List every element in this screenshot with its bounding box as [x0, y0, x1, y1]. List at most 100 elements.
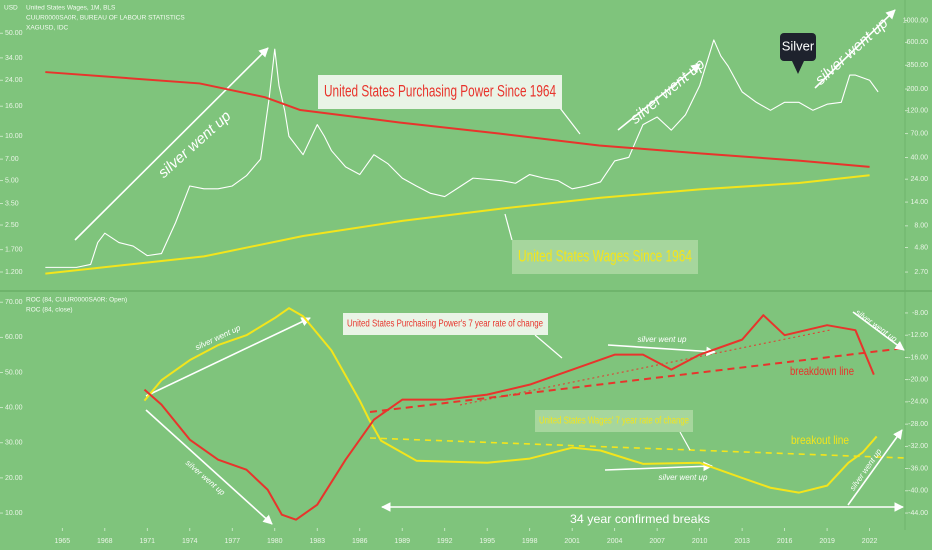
series-line: [143, 314, 875, 521]
x-tick-label: 2004: [607, 538, 623, 545]
pointer: [679, 431, 691, 451]
y-tick-label: -36.00: [908, 465, 928, 472]
x-tick-label: 1968: [97, 538, 113, 545]
annotation: breakdown line: [790, 364, 854, 378]
y-tick-label: -12.00: [908, 332, 928, 339]
arrow: [847, 429, 903, 506]
legend-header: ROC (84, CUUR0000SA0R: Open): [26, 297, 127, 304]
x-tick-label: 1986: [352, 538, 368, 545]
y-tick-label: 20.00: [5, 475, 23, 482]
legend-header: United States Wages, 1M, BLS: [26, 5, 116, 12]
legend-header: ROC (84, close): [26, 307, 73, 314]
x-tick-label: 1992: [437, 538, 453, 545]
y-tick-label: 5.00: [5, 177, 19, 184]
annotation: United States Purchasing Power's 7 year …: [347, 319, 543, 330]
y-tick-label: 50.00: [5, 30, 23, 37]
y-tick-label: 1000.00: [903, 17, 928, 24]
annotation: silver went up: [155, 108, 235, 182]
annotation: United States Wages' 7 year rate of chan…: [539, 416, 689, 427]
y-tick-label: 24.00: [5, 77, 23, 84]
y-tick-label: -24.00: [908, 399, 928, 406]
pointer: [792, 61, 804, 74]
annotation: silver went up: [659, 473, 708, 482]
annotation: Silver: [782, 38, 815, 53]
pointer: [504, 213, 513, 241]
x-tick-label: 2007: [649, 538, 665, 545]
arrow: [145, 409, 273, 525]
y-tick-label: 10.00: [5, 133, 23, 140]
series-line: [45, 71, 870, 168]
y-tick-label: -32.00: [908, 443, 928, 450]
y-tick-label: -28.00: [908, 421, 928, 428]
y-tick-label: 40.00: [5, 404, 23, 411]
y-tick-label: 40.00: [910, 154, 928, 161]
x-tick-label: 1977: [224, 538, 240, 545]
y-tick-label: 3.50: [5, 200, 19, 207]
annotation: United States Purchasing Power Since 196…: [324, 81, 556, 100]
callout-box: [780, 33, 816, 61]
arrow: [604, 461, 713, 472]
pointer: [534, 334, 563, 359]
x-tick-label: 1995: [479, 538, 495, 545]
series-line: [45, 39, 879, 268]
y-tick-label: -20.00: [908, 376, 928, 383]
y-tick-label: 70.00: [910, 130, 928, 137]
x-tick-label: 2013: [734, 538, 750, 545]
y-tick-label: 30.00: [5, 440, 23, 447]
arrow: [852, 311, 905, 351]
annotation: silver went up: [194, 323, 243, 352]
callout-box: [535, 410, 693, 432]
x-tick-label: 2019: [819, 538, 835, 545]
legend-header: XAGUSD, IDC: [26, 25, 69, 32]
y-tick-label: 200.00: [907, 86, 929, 93]
y-tick-label: 16.00: [5, 103, 23, 110]
y-tick-label: 8.00: [914, 223, 928, 230]
y-tick-label: -8.00: [912, 310, 928, 317]
x-tick-label: 2022: [862, 538, 878, 545]
arrow: [145, 317, 311, 397]
y-tick-label: 4.80: [914, 244, 928, 251]
x-tick-label: 2010: [692, 538, 708, 545]
arrow: [607, 344, 716, 357]
y-tick-label: 24.00: [910, 176, 928, 183]
callout-box: [512, 240, 698, 274]
callout-box: [318, 75, 562, 109]
y-tick-label: 60.00: [5, 334, 23, 341]
y-tick-label: 2.70: [914, 269, 928, 276]
pointer: [559, 107, 581, 135]
arrow: [74, 47, 269, 241]
x-tick-label: 1980: [267, 538, 283, 545]
x-tick-label: 2001: [564, 538, 580, 545]
y-tick-label: -44.00: [908, 510, 928, 517]
y-tick-label: -16.00: [908, 354, 928, 361]
y-axis-label: USD: [4, 5, 18, 12]
annotation: 34 year confirmed breaks: [570, 512, 710, 526]
x-tick-label: 1998: [522, 538, 538, 545]
x-tick-label: 1974: [182, 538, 198, 545]
y-tick-label: 1.700: [5, 247, 23, 254]
y-tick-label: 120.00: [907, 108, 929, 115]
series-line: [143, 307, 878, 494]
y-tick-label: 7.00: [5, 156, 19, 163]
x-tick-label: 2016: [777, 538, 793, 545]
y-tick-label: 50.00: [5, 369, 23, 376]
y-tick-label: 2.50: [5, 222, 19, 229]
annotation: silver went up: [854, 308, 899, 344]
x-tick-label: 1971: [140, 538, 156, 545]
legend-header: CUUR0000SA0R, BUREAU OF LABOUR STATISTIC…: [26, 15, 185, 22]
annotation: United States Wages Since 1964: [518, 246, 692, 265]
annotation: silver went up: [848, 447, 884, 493]
annotation: breakout line: [791, 433, 849, 447]
annotation: silver went up: [638, 335, 687, 344]
y-tick-label: 1.200: [5, 269, 23, 276]
y-tick-label: 34.00: [5, 55, 23, 62]
annotation: silver went up: [627, 56, 708, 128]
trend-line: [369, 437, 906, 459]
y-tick-label: 14.00: [910, 199, 928, 206]
x-tick-label: 1989: [394, 538, 410, 545]
arrow: [617, 63, 701, 131]
y-tick-label: -40.00: [908, 488, 928, 495]
y-tick-label: 70.00: [5, 299, 23, 306]
arrow: [814, 9, 896, 89]
